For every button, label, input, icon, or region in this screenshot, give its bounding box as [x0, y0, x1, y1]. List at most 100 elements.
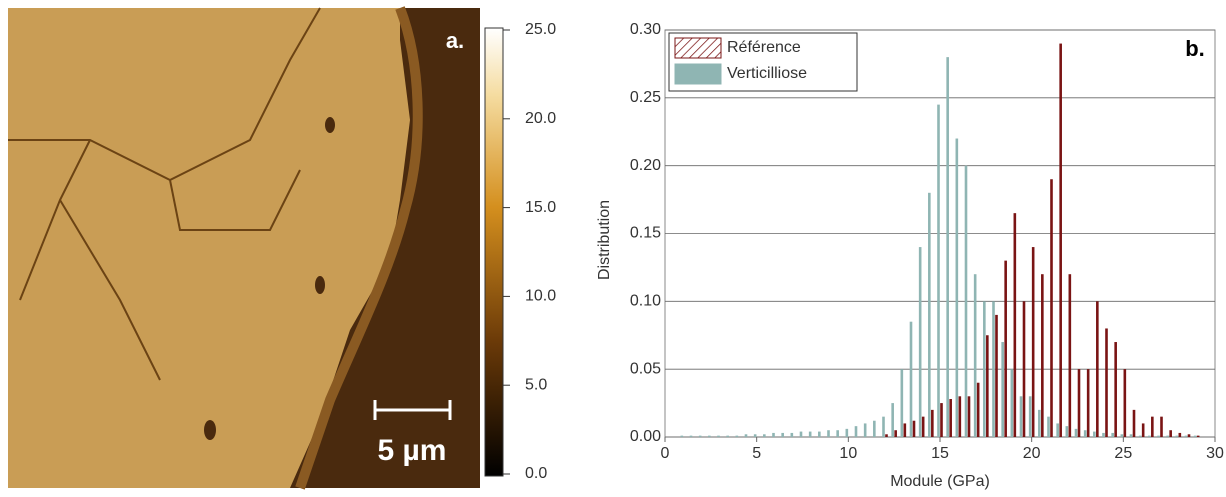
bar	[1077, 369, 1081, 437]
x-tick-label: 20	[1023, 445, 1041, 462]
bar	[931, 409, 934, 437]
bar	[1050, 179, 1053, 437]
bar	[921, 416, 925, 437]
bar	[1068, 274, 1072, 437]
bar	[1001, 342, 1004, 437]
bar	[1083, 430, 1087, 437]
legend-label: Référence	[727, 39, 801, 56]
bar	[1120, 434, 1124, 437]
bar	[1013, 213, 1017, 437]
bar	[1114, 342, 1117, 437]
bar	[1111, 432, 1114, 437]
bar	[882, 416, 885, 437]
bar	[903, 423, 907, 437]
legend-label: Verticilliose	[727, 65, 807, 82]
x-tick-label: 30	[1206, 445, 1224, 462]
bar	[918, 247, 922, 437]
bar	[1157, 435, 1160, 437]
bar	[1056, 423, 1059, 437]
bar	[986, 335, 989, 437]
bar	[912, 420, 916, 437]
bar	[790, 432, 794, 437]
bar	[1010, 369, 1014, 437]
bar	[894, 430, 897, 437]
scale-bar-label: 5 µm	[378, 434, 447, 467]
bar	[983, 301, 986, 437]
bar	[1031, 247, 1035, 437]
bar	[818, 431, 821, 437]
bar	[854, 426, 858, 437]
bar	[995, 314, 998, 437]
bar	[726, 435, 729, 437]
x-tick-label: 0	[661, 445, 670, 462]
bar	[885, 434, 888, 437]
bar	[836, 430, 839, 437]
bar	[1184, 435, 1188, 437]
y-tick-label: 0.20	[630, 157, 661, 174]
bar	[827, 430, 830, 437]
bar	[698, 435, 702, 437]
bar	[1132, 409, 1136, 437]
bar	[1093, 431, 1096, 437]
bar	[799, 431, 803, 437]
bar	[1096, 301, 1099, 437]
bar	[680, 435, 684, 437]
bar	[946, 57, 949, 438]
bar	[891, 403, 894, 437]
afm-image	[8, 6, 480, 490]
bar	[1166, 435, 1169, 437]
y-tick-label: 0.00	[630, 428, 661, 445]
bar	[1187, 434, 1191, 437]
bar	[1004, 260, 1007, 437]
bar	[940, 403, 943, 437]
bar	[1074, 428, 1078, 437]
y-axis-label: Distribution	[596, 200, 613, 280]
bar	[1148, 435, 1151, 437]
bar	[949, 399, 952, 437]
legend-swatch	[674, 63, 722, 85]
x-tick-label: 25	[1114, 445, 1132, 462]
bar	[1175, 435, 1179, 437]
bar	[808, 431, 812, 437]
y-tick-label: 0.25	[630, 89, 661, 106]
bar	[689, 435, 693, 437]
bar	[735, 435, 739, 437]
colorbar-tick-label: 0.0	[525, 465, 547, 482]
bar	[976, 382, 980, 437]
bar	[845, 428, 849, 437]
colorbar	[484, 27, 504, 477]
bar	[1193, 435, 1197, 437]
colorbar-tick-label: 20.0	[525, 110, 556, 127]
y-tick-label: 0.15	[630, 225, 661, 242]
y-tick-label: 0.05	[630, 360, 661, 377]
bar	[928, 192, 931, 437]
x-tick-label: 15	[931, 445, 949, 462]
x-tick-label: 10	[839, 445, 857, 462]
panel-label: a.	[446, 28, 464, 53]
bar	[937, 104, 940, 437]
bar	[753, 434, 757, 437]
bar	[781, 432, 784, 437]
bar	[708, 435, 711, 437]
panel-label: b.	[1185, 36, 1205, 61]
bar	[873, 420, 876, 437]
bar	[1169, 430, 1172, 437]
bar	[717, 435, 720, 437]
bar	[1160, 416, 1163, 437]
bar	[1019, 396, 1023, 437]
x-tick-label: 5	[752, 445, 761, 462]
colorbar-tick-label: 5.0	[525, 376, 547, 393]
bar	[1047, 416, 1050, 437]
bar	[1151, 416, 1154, 437]
x-axis-label: Module (GPa)	[890, 473, 990, 490]
y-tick-label: 0.30	[630, 21, 661, 38]
bar	[1105, 328, 1108, 437]
bar	[772, 432, 775, 437]
bar	[1129, 434, 1133, 437]
bar	[1028, 396, 1032, 437]
colorbar-tick-label: 25.0	[525, 21, 556, 38]
legend-swatch	[674, 37, 722, 59]
bar	[967, 396, 971, 437]
bar	[1086, 369, 1090, 437]
